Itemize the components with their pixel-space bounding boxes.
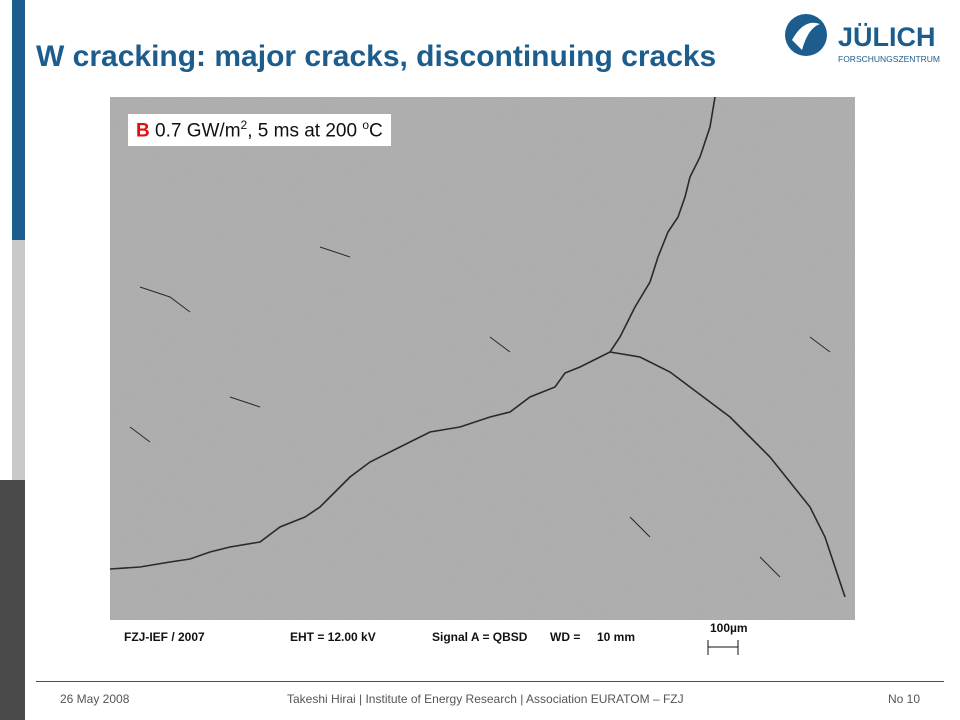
side-bar-gray (12, 240, 25, 480)
side-bar-dark (0, 480, 25, 720)
sem-wd-value: 10 mm (597, 630, 636, 644)
sem-info-bar (110, 620, 855, 657)
sem-lab: FZJ-IEF / 2007 (124, 630, 205, 644)
footer-author: Takeshi Hirai | Institute of Energy Rese… (287, 692, 684, 706)
cracks (110, 97, 846, 598)
footer-date: 26 May 2008 (60, 692, 130, 706)
logo-subtitle: FORSCHUNGSZENTRUM (838, 54, 940, 64)
label-text: C (369, 120, 383, 142)
label-text: , 5 ms at 200 (247, 120, 363, 142)
label-letter: B (136, 120, 150, 142)
sem-signal: Signal A = QBSD (432, 630, 528, 644)
label-text: 0.7 GW/m (155, 120, 241, 142)
label-sup: 2 (240, 118, 248, 132)
logo-name: JÜLICH (838, 22, 936, 52)
sem-texture (110, 97, 855, 620)
sem-scale: 100µm (710, 621, 748, 635)
sem-eht: EHT = 12.00 kV (290, 630, 376, 644)
side-bar-blue (12, 0, 25, 240)
slide-title: W cracking: major cracks, discontinuing … (36, 40, 717, 73)
sem-image (110, 97, 855, 657)
label-sup: o (362, 118, 370, 132)
image-label: B 0.7 GW/m2, 5 ms at 200 oC (128, 114, 391, 147)
footer-rule (36, 681, 944, 682)
footer-page: No 10 (888, 692, 921, 706)
logo: JÜLICH FORSCHUNGSZENTRUM (785, 14, 940, 64)
logo-swoosh (792, 22, 820, 50)
sem-wd-label: WD = (550, 630, 581, 644)
